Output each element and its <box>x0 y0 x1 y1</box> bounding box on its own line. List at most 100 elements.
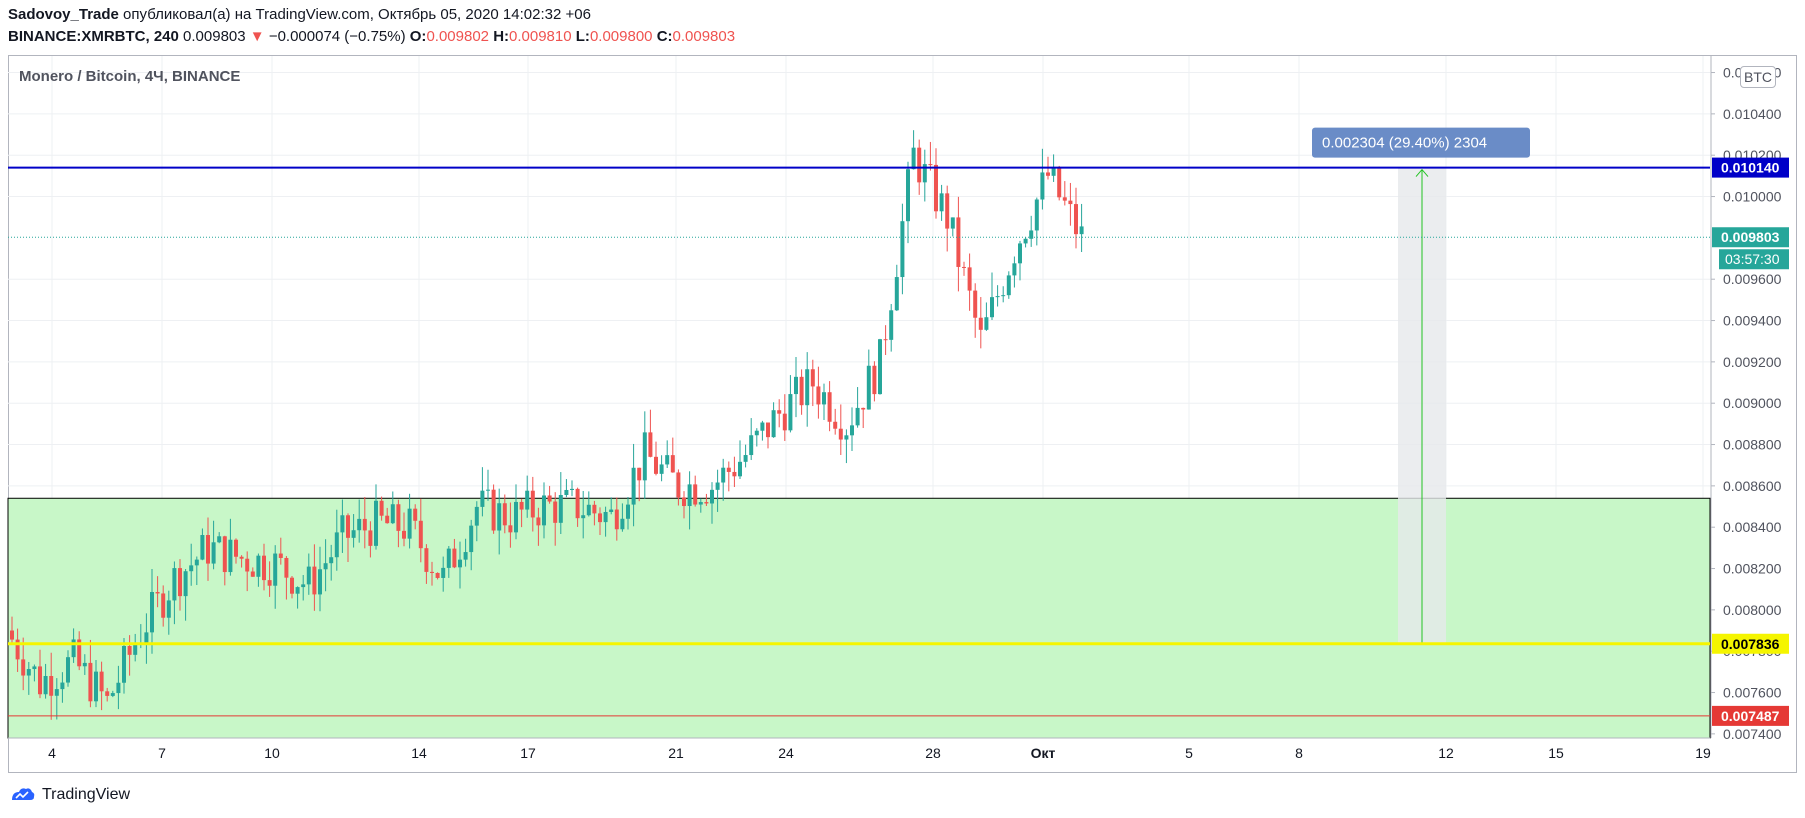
candle-body[interactable] <box>278 553 283 558</box>
candle-body[interactable] <box>654 456 658 474</box>
candle-body[interactable] <box>581 515 586 519</box>
candle-body[interactable] <box>715 482 720 490</box>
level-price-tag[interactable] <box>1712 157 1789 178</box>
candle-body[interactable] <box>340 515 345 533</box>
candle-body[interactable] <box>424 548 429 572</box>
candle-body[interactable] <box>172 568 177 601</box>
candle-body[interactable] <box>273 553 278 586</box>
candle-body[interactable] <box>407 508 412 539</box>
candle-body[interactable] <box>469 525 474 553</box>
candle-body[interactable] <box>614 509 619 530</box>
candle-body[interactable] <box>43 676 48 695</box>
candle-body[interactable] <box>1062 197 1067 201</box>
candle-body[interactable] <box>430 571 434 573</box>
candle-body[interactable] <box>508 525 513 533</box>
candle-body[interactable] <box>704 502 709 504</box>
candle-body[interactable] <box>894 277 899 311</box>
candle-body[interactable] <box>967 267 972 291</box>
candle-body[interactable] <box>480 490 485 507</box>
support-zone[interactable] <box>7 497 1711 739</box>
candle-body[interactable] <box>32 666 37 670</box>
candle-body[interactable] <box>418 520 423 549</box>
candle-body[interactable] <box>1006 275 1011 296</box>
candle-body[interactable] <box>598 513 602 523</box>
candle-body[interactable] <box>799 376 804 406</box>
candle-body[interactable] <box>710 489 714 504</box>
candle-body[interactable] <box>1018 243 1022 264</box>
candle-body[interactable] <box>362 518 367 531</box>
candle-body[interactable] <box>575 488 580 519</box>
candle-body[interactable] <box>754 430 759 436</box>
candle-body[interactable] <box>782 413 787 431</box>
candle-body[interactable] <box>603 511 608 523</box>
candle-body[interactable] <box>978 317 983 330</box>
candle-body[interactable] <box>1051 167 1056 176</box>
candle-body[interactable] <box>133 644 138 655</box>
candle-body[interactable] <box>670 455 675 473</box>
candle-body[interactable] <box>1046 172 1050 176</box>
candle-body[interactable] <box>94 671 98 702</box>
candle-body[interactable] <box>379 500 384 516</box>
candle-body[interactable] <box>396 504 401 531</box>
candle-body[interactable] <box>402 530 406 539</box>
candle-body[interactable] <box>15 639 20 660</box>
candle-body[interactable] <box>990 297 994 318</box>
candle-body[interactable] <box>659 464 664 474</box>
candle-body[interactable] <box>183 571 188 597</box>
candle-body[interactable] <box>306 566 311 585</box>
candle-body[interactable] <box>822 392 826 405</box>
candle-body[interactable] <box>558 494 563 523</box>
candle-body[interactable] <box>530 490 535 518</box>
candle-body[interactable] <box>525 490 530 510</box>
candle-body[interactable] <box>127 646 132 655</box>
candle-body[interactable] <box>732 471 737 477</box>
candle-body[interactable] <box>665 455 670 465</box>
measure-label-box[interactable] <box>1312 127 1530 158</box>
candle-body[interactable] <box>441 567 446 578</box>
candle-body[interactable] <box>250 571 255 577</box>
candle-body[interactable] <box>950 217 955 229</box>
candle-body[interactable] <box>217 536 222 543</box>
candle-body[interactable] <box>329 557 334 564</box>
candle-body[interactable] <box>878 339 882 395</box>
candle-body[interactable] <box>1057 167 1062 198</box>
candle-body[interactable] <box>698 502 703 505</box>
candle-body[interactable] <box>827 392 832 422</box>
candle-body[interactable] <box>850 425 854 436</box>
candle-body[interactable] <box>161 593 166 618</box>
candle-body[interactable] <box>805 369 810 406</box>
candle-body[interactable] <box>721 467 726 483</box>
candle-body[interactable] <box>390 504 395 524</box>
candle-body[interactable] <box>642 432 647 481</box>
candle-body[interactable] <box>82 662 87 667</box>
candle-body[interactable] <box>318 569 322 595</box>
candle-body[interactable] <box>547 495 552 502</box>
candle-body[interactable] <box>211 542 216 564</box>
candle-body[interactable] <box>962 266 966 268</box>
candle-body[interactable] <box>144 632 149 643</box>
candle-body[interactable] <box>553 501 558 523</box>
candle-body[interactable] <box>452 548 457 568</box>
candle-body[interactable] <box>49 676 54 696</box>
candle-body[interactable] <box>738 461 742 477</box>
chart-frame[interactable] <box>8 55 1797 773</box>
level-price-tag[interactable] <box>1712 705 1789 726</box>
level-price-tag[interactable] <box>1712 633 1789 654</box>
candle-body[interactable] <box>116 682 121 694</box>
candle-body[interactable] <box>88 662 93 702</box>
candle-body[interactable] <box>816 386 821 405</box>
currency-unit-badge[interactable]: BTC <box>1740 66 1776 88</box>
candle-body[interactable] <box>928 164 933 166</box>
candle-body[interactable] <box>351 530 356 538</box>
candle-body[interactable] <box>939 193 944 212</box>
candle-body[interactable] <box>536 517 541 526</box>
author-name[interactable]: Sadovoy_Trade <box>8 6 119 23</box>
candle-body[interactable] <box>474 506 479 526</box>
candle-body[interactable] <box>66 657 70 683</box>
candle-body[interactable] <box>10 630 14 640</box>
candle-body[interactable] <box>911 147 916 170</box>
candle-body[interactable] <box>374 500 378 546</box>
candle-body[interactable] <box>150 592 154 633</box>
candle-body[interactable] <box>956 217 961 267</box>
